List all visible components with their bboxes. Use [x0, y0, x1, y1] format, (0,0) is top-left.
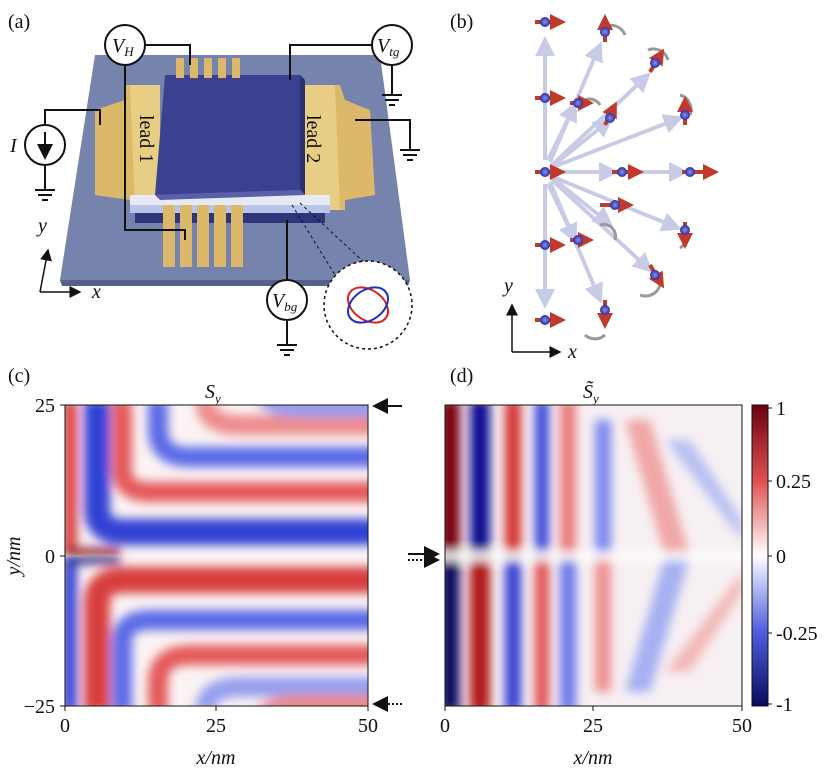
- meter-label: VH: [112, 35, 134, 59]
- y-tick-label: 0: [45, 546, 55, 568]
- axis-label: x: [567, 341, 577, 363]
- text: V: [377, 35, 392, 57]
- panel-label: (d): [450, 365, 473, 387]
- x-tick-label: 0: [60, 715, 70, 737]
- x-axis-label: x/nm: [196, 747, 236, 769]
- text: y: [591, 391, 599, 406]
- colorbar-tick-label: 0: [776, 546, 786, 568]
- x-tick-label: 25: [583, 715, 603, 737]
- y-tick-label: −25: [24, 696, 55, 718]
- contact-fingers: [163, 58, 243, 267]
- text: S: [205, 381, 215, 403]
- x-tick-label: 0: [440, 715, 450, 737]
- colorbar-tick-label: 0.25: [776, 471, 811, 493]
- panel-d: (d) S̃y 0 25 50 x/nm 1 0.25 0 -0.25 -1: [408, 365, 818, 769]
- lead-label: lead 1: [135, 115, 157, 163]
- colorbar-tick-label: -0.25: [776, 623, 818, 645]
- colorbar: [751, 404, 769, 707]
- axis-label: y: [36, 215, 47, 237]
- panel-label: (c): [8, 365, 30, 387]
- meter-label: Vtg: [377, 35, 400, 59]
- panel-label: (a): [8, 11, 30, 33]
- y-tick-label: 25: [35, 395, 55, 417]
- text: y: [213, 391, 221, 406]
- text: V: [272, 290, 287, 312]
- ground-symbols: [35, 94, 420, 356]
- lead-label: lead 2: [302, 115, 324, 163]
- spins: [535, 14, 719, 341]
- colorbar-tick-label: -1: [776, 694, 793, 716]
- panel-a: (a) VH Vtg Vbg I lead 1 lead 2: [8, 11, 420, 356]
- x-axis-label: x/nm: [573, 747, 613, 769]
- current-label: I: [9, 135, 18, 157]
- top-gate: [155, 75, 300, 195]
- text: tg: [389, 44, 400, 59]
- plot-title: Sy: [205, 381, 221, 406]
- axis-label: y: [502, 275, 513, 297]
- colorbar-tick-label: 1: [776, 398, 786, 420]
- panel-c: (c) Sy 25 0 −25 0 25 50 y/nm x/nm: [3, 365, 402, 769]
- text: H: [123, 44, 134, 59]
- plot-title: S̃y: [583, 380, 599, 406]
- x-tick-label: 50: [732, 715, 752, 737]
- x-tick-label: 50: [358, 715, 378, 737]
- y-axis-label: y/nm: [3, 537, 25, 578]
- text: bg: [284, 299, 298, 314]
- panel-b: (b) y x: [450, 11, 719, 363]
- panel-label: (b): [450, 11, 473, 33]
- text: V: [112, 35, 127, 57]
- meter-label: Vbg: [272, 290, 298, 314]
- axis-label: x: [91, 281, 101, 303]
- x-tick-label: 25: [206, 715, 226, 737]
- text: S̃: [583, 380, 594, 403]
